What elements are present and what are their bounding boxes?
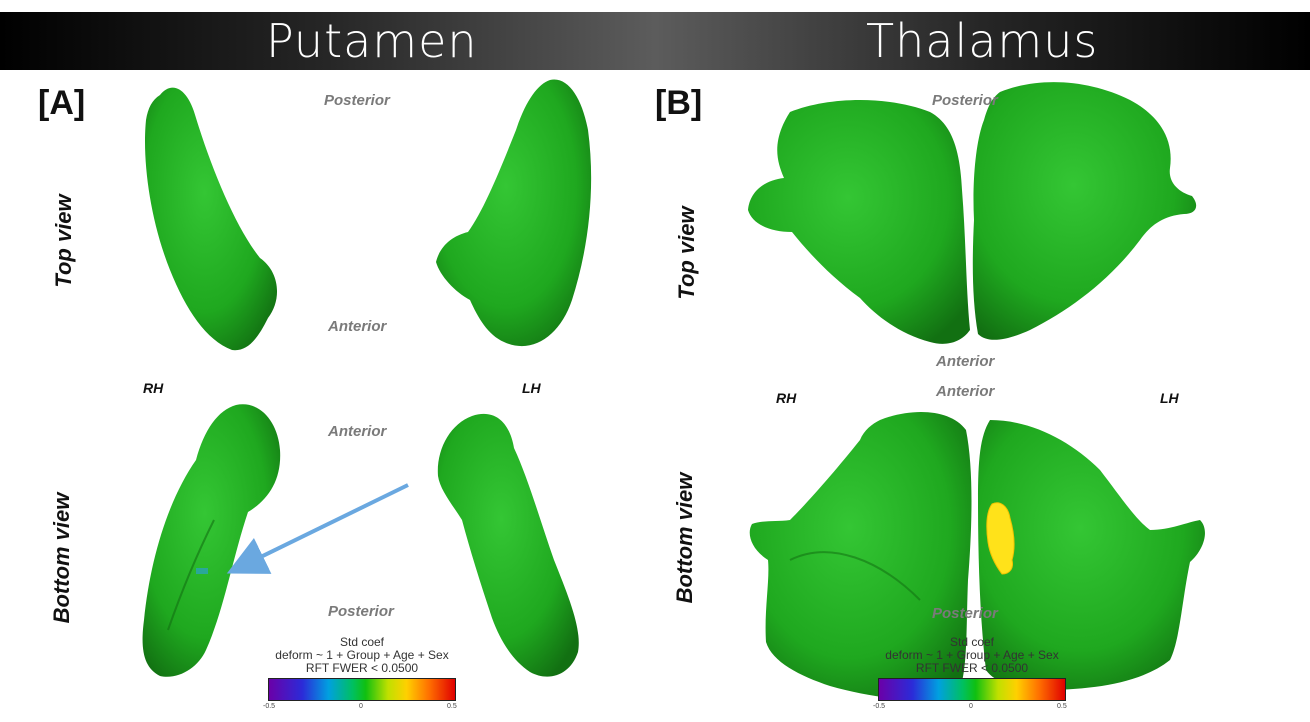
legend-b-tick-min: -0.5 xyxy=(873,703,886,710)
panel-a-lh-label: LH xyxy=(522,380,541,396)
title-banner: Putamen Thalamus xyxy=(0,12,1310,70)
panel-b-top-posterior-label: Posterior xyxy=(932,92,998,109)
putamen-rh-bottom-fold xyxy=(167,519,215,631)
panel-a-colorbar-legend: Std coef deform ~ 1 + Group + Age + Sex … xyxy=(232,636,492,713)
legend-b-tick-max: 0.5 xyxy=(1057,703,1067,710)
panel-b-label: [B] xyxy=(655,84,703,122)
putamen-lh-bottom-surface xyxy=(437,413,579,677)
putamen-rh-effect-spot xyxy=(196,568,208,574)
legend-b-colorbar xyxy=(878,678,1066,701)
panel-b-rh-label: RH xyxy=(776,390,797,406)
panel-a-bottom-view-label: Bottom view xyxy=(49,492,74,624)
panel-a-label: [A] xyxy=(38,84,86,122)
panel-b-bottom-anterior-label: Anterior xyxy=(936,383,995,400)
thalamus-rh-top-surface xyxy=(748,100,970,344)
panel-a-bottom-anterior-label: Anterior xyxy=(328,423,387,440)
legend-b-title: Std coef xyxy=(949,635,995,649)
annotation-arrow xyxy=(226,483,409,574)
thalamus-title: Thalamus xyxy=(866,14,1099,68)
legend-b-model: deform ~ 1 + Group + Age + Sex xyxy=(885,648,1059,662)
panel-b-top-view-label: Top view xyxy=(674,206,699,300)
panel-b-bottom-posterior-label: Posterior xyxy=(932,605,998,622)
legend-a-threshold: RFT FWER < 0.0500 xyxy=(305,661,419,675)
putamen-rh-top-surface xyxy=(145,87,278,351)
panel-a-top-posterior-label: Posterior xyxy=(324,92,390,109)
legend-b-ticks: -0.5 0 0.5 xyxy=(873,703,1067,713)
panel-a-rh-label: RH xyxy=(143,380,164,396)
panel-a-top-view-label: Top view xyxy=(51,194,76,288)
putamen-rh-bottom-surface xyxy=(142,404,281,677)
legend-a-ticks: -0.5 0 0.5 xyxy=(263,703,457,713)
thalamus-lh-top-surface xyxy=(972,82,1197,340)
legend-b-tick-mid: 0 xyxy=(969,703,973,710)
panel-a-bottom-posterior-label: Posterior xyxy=(328,603,394,620)
legend-a-tick-min: -0.5 xyxy=(263,703,276,710)
legend-a-model: deform ~ 1 + Group + Age + Sex xyxy=(275,648,449,662)
legend-a-title: Std coef xyxy=(339,635,385,649)
panel-b-bottom-view-label: Bottom view xyxy=(672,472,697,604)
putamen-title: Putamen xyxy=(266,14,478,68)
legend-a-tick-max: 0.5 xyxy=(447,703,457,710)
thalamus-lh-bottom-surface xyxy=(978,420,1205,690)
panel-b-top-anterior-label: Anterior xyxy=(936,353,995,370)
thalamus-rh-bottom-surface xyxy=(749,411,972,701)
legend-a-colorbar xyxy=(268,678,456,701)
thalamus-lh-effect-region xyxy=(986,502,1015,575)
legend-a-tick-mid: 0 xyxy=(359,703,363,710)
putamen-lh-top-surface xyxy=(436,79,592,347)
panel-b-colorbar-legend: Std coef deform ~ 1 + Group + Age + Sex … xyxy=(842,636,1102,713)
panel-a-top-anterior-label: Anterior xyxy=(328,318,387,335)
legend-b-threshold: RFT FWER < 0.0500 xyxy=(915,661,1029,675)
thalamus-rh-bottom-fold xyxy=(789,551,921,601)
panel-b-lh-label: LH xyxy=(1160,390,1179,406)
